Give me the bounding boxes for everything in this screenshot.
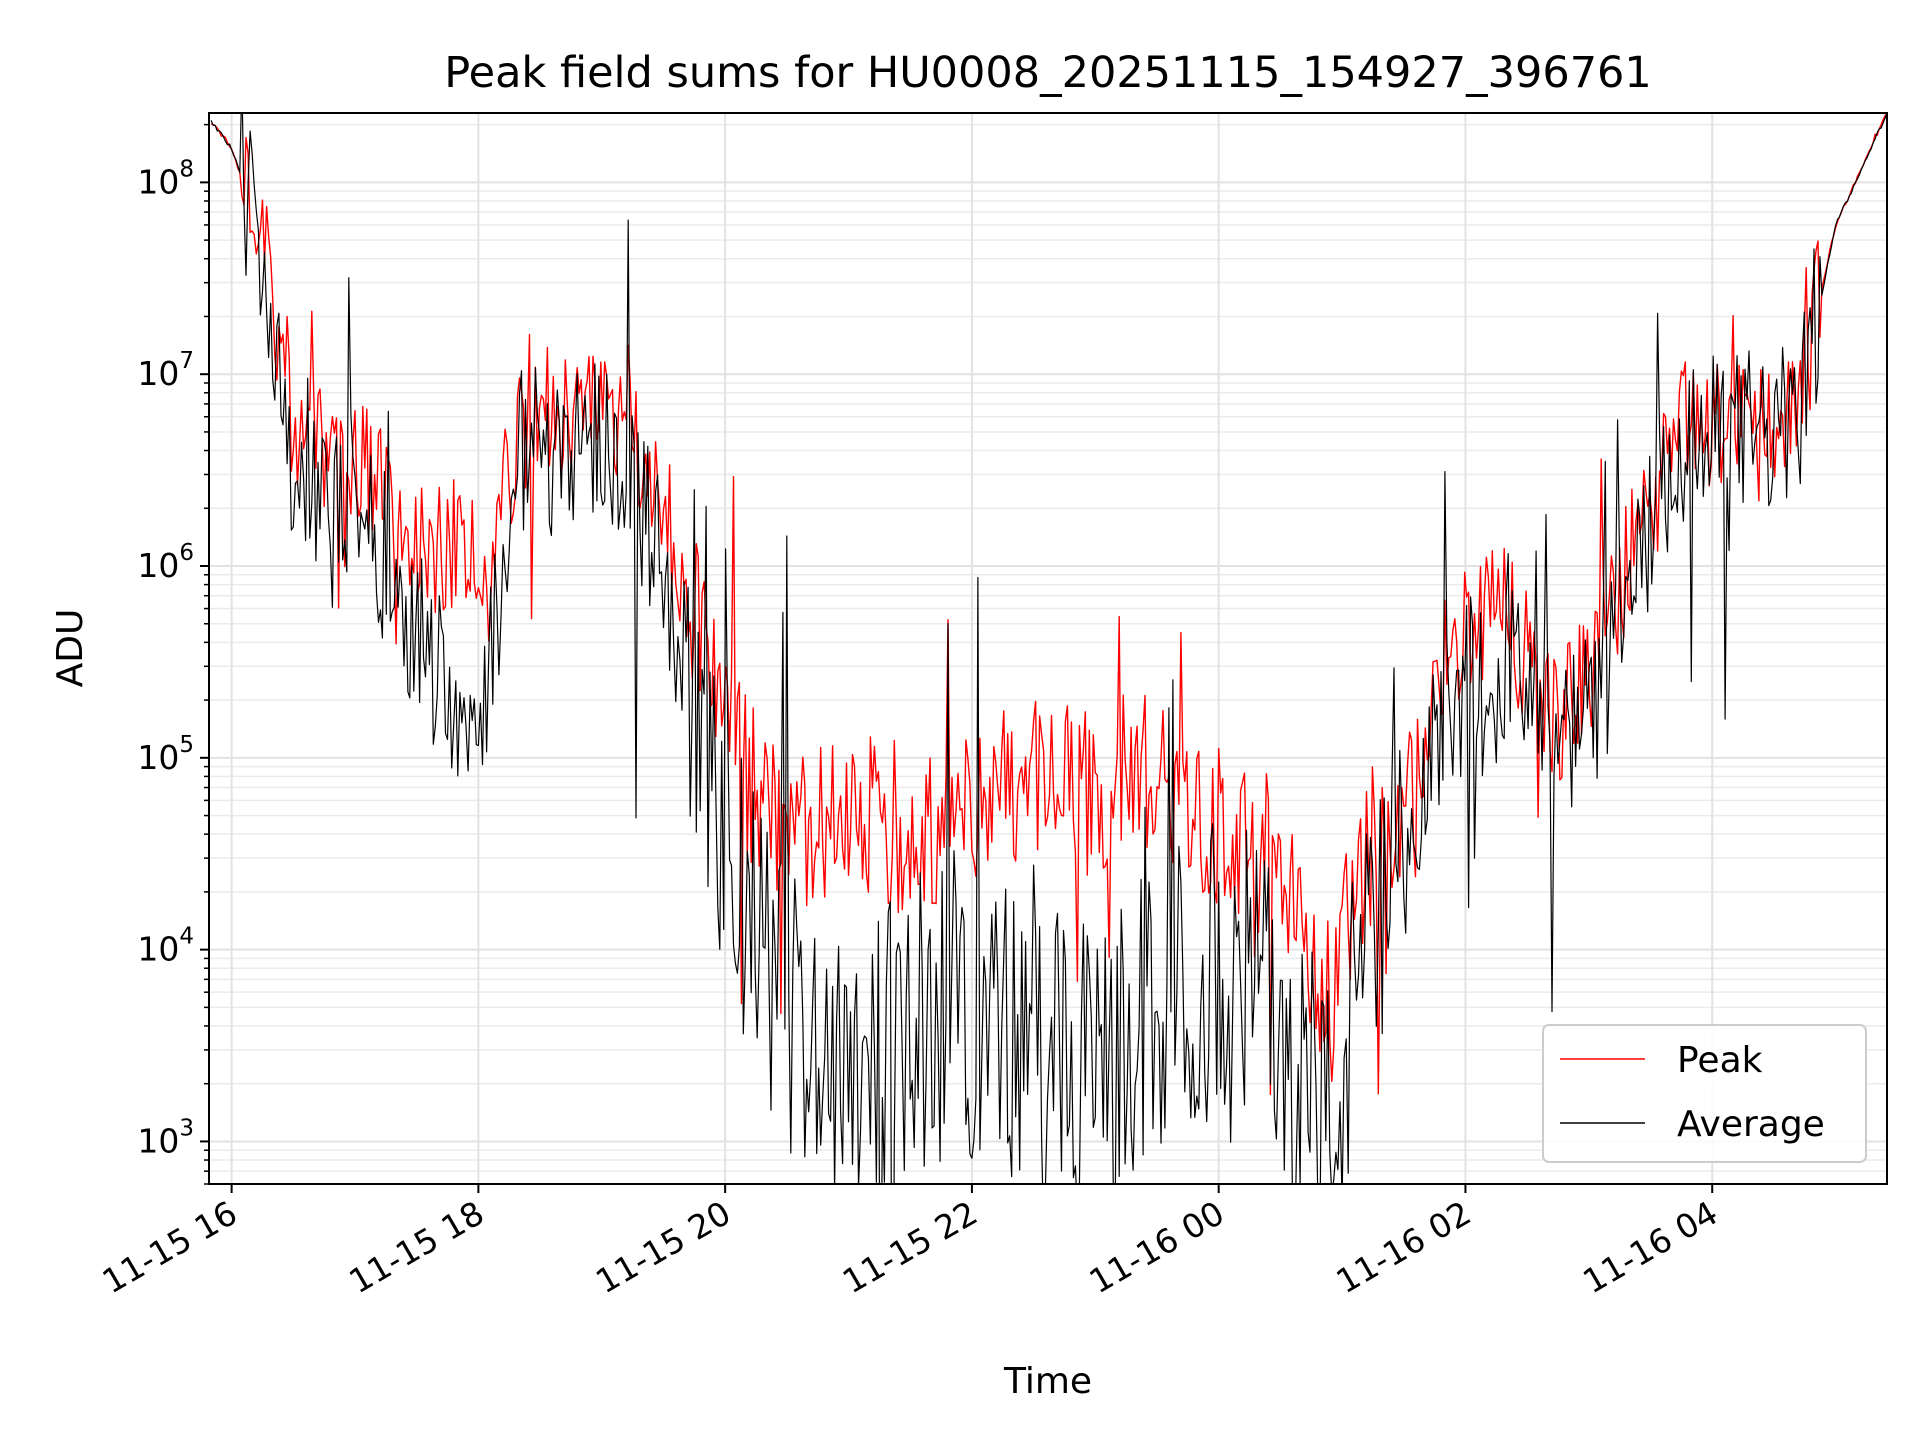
plot-frame [208, 112, 1888, 1185]
y-tick-base: 10 [137, 162, 179, 201]
y-tick-label: 105 [137, 732, 194, 777]
y-axis-label: ADU [50, 609, 91, 688]
y-tick-exponent: 8 [179, 156, 194, 182]
series-line-average [210, 113, 1887, 1184]
legend-label-peak: Peak [1677, 1040, 1763, 1081]
y-tick-base: 10 [137, 354, 179, 393]
y-tick-label: 103 [137, 1115, 194, 1160]
x-axis-label: Time [1003, 1361, 1092, 1402]
y-tick-base: 10 [137, 930, 179, 969]
y-tick-label: 108 [137, 156, 194, 201]
legend: Peak Average [1542, 1024, 1867, 1163]
y-tick-base: 10 [137, 738, 179, 777]
y-tick-label: 106 [137, 540, 194, 585]
y-tick-exponent: 7 [179, 348, 194, 374]
y-tick-label: 107 [137, 348, 194, 393]
y-tick-base: 10 [137, 546, 179, 585]
y-tick-label: 104 [137, 924, 194, 969]
y-tick-exponent: 3 [179, 1115, 194, 1141]
y-tick-exponent: 5 [179, 732, 194, 758]
legend-label-average: Average [1677, 1104, 1825, 1145]
y-tick-exponent: 4 [179, 924, 194, 950]
major-gridlines [209, 113, 1887, 1184]
chart-title: Peak field sums for HU0008_20251115_1549… [444, 48, 1652, 98]
y-tick-base: 10 [137, 1121, 179, 1160]
y-tick-exponent: 6 [179, 540, 194, 566]
series-layer [210, 113, 1887, 1184]
